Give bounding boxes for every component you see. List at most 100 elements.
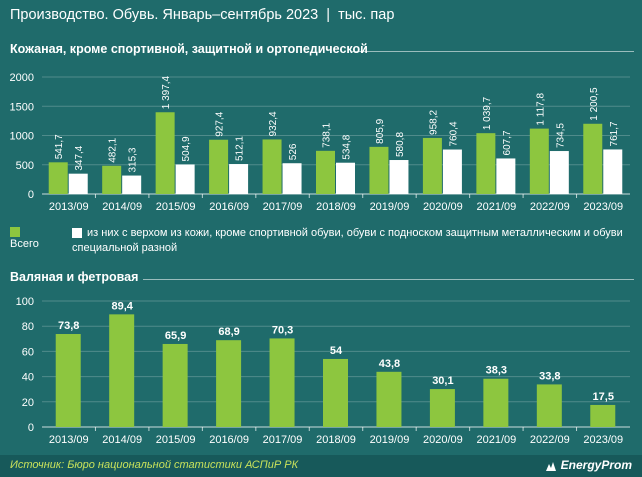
chart1-data-label: 1 200,5 — [589, 87, 600, 121]
chart1-bar — [369, 146, 389, 194]
chart2-title-rule — [143, 279, 634, 280]
legend-label-total: Всего — [10, 238, 39, 250]
chart1-data-label: 580,8 — [395, 132, 406, 157]
chart1-xtick-label: 2022/09 — [530, 201, 570, 213]
legend-item-total: Всего — [10, 226, 50, 250]
chart1-bar — [496, 158, 516, 194]
chart1-data-label: 1 117,8 — [535, 93, 546, 126]
chart2-data-label: 43,8 — [379, 358, 400, 370]
chart2-xtick-label: 2022/09 — [530, 434, 570, 446]
chart1-title: Кожаная, кроме спортивной, защитной и ор… — [10, 42, 368, 56]
chart1-data-label: 761,7 — [609, 121, 620, 146]
chart2-xtick-label: 2017/09 — [263, 434, 303, 446]
chart1-data-label: 958,2 — [428, 109, 439, 134]
chart1-data-label: 347,4 — [74, 145, 85, 170]
chart2-ytick-label: 100 — [16, 296, 34, 308]
chart1-data-label: 738,1 — [322, 122, 333, 147]
chart2-xtick-label: 2021/09 — [476, 434, 516, 446]
chart1-bar — [476, 133, 496, 194]
chart1-data-label: 482,1 — [108, 137, 119, 162]
chart2-xtick-label: 2019/09 — [370, 434, 410, 446]
chart1-data-label: 1 397,4 — [161, 75, 172, 109]
chart2-xtick-label: 2020/09 — [423, 434, 463, 446]
chart2-xtick-label: 2023/09 — [583, 434, 623, 446]
chart2-xtick-label: 2014/09 — [102, 434, 142, 446]
chart1-data-label: 927,4 — [215, 111, 226, 136]
chart1-bar — [282, 163, 302, 194]
page-title: Производство. Обувь. Январь–сентябрь 202… — [10, 7, 394, 29]
chart1-data-label: 526 — [288, 143, 299, 160]
chart2-data-label: 33,8 — [539, 370, 560, 382]
chart2-ytick-label: 40 — [22, 372, 34, 384]
chart2-data-label: 73,8 — [58, 320, 79, 332]
title-unit: тыс. пар — [338, 7, 395, 23]
chart2-bar — [269, 338, 295, 427]
chart2-title: Валяная и фетровая — [10, 270, 139, 284]
chart1-bar — [316, 150, 335, 194]
chart1-bar — [583, 123, 603, 194]
chart1-bar — [442, 149, 462, 194]
chart1-bar — [155, 112, 175, 194]
chart2-data-label: 68,9 — [218, 326, 239, 338]
chart1-ytick-label: 2000 — [10, 72, 34, 84]
energyprom-logo-icon — [545, 461, 556, 471]
chart2-ytick-label: 0 — [28, 422, 34, 434]
chart2-data-label: 38,3 — [486, 365, 507, 377]
chart2-xtick-label: 2013/09 — [49, 434, 89, 446]
chart2-xtick-label: 2018/09 — [316, 434, 356, 446]
chart2-bar — [162, 343, 188, 427]
legend-label-leather: из них с верхом из кожи, кроме спортивно… — [72, 227, 623, 254]
chart2-bar — [590, 404, 616, 427]
chart2-data-label: 89,4 — [111, 300, 133, 312]
logo: EnergyProm — [544, 458, 632, 472]
chart1-data-label: 534,8 — [342, 134, 353, 159]
chart2-data-label: 17,5 — [593, 391, 614, 403]
chart1-xtick-label: 2020/09 — [423, 201, 463, 213]
chart1-xtick-label: 2014/09 — [102, 201, 142, 213]
title-text: Производство. Обувь. Январь–сентябрь 202… — [10, 7, 319, 23]
chart2-data-label: 54 — [330, 345, 343, 357]
chart1-ytick-label: 1500 — [10, 101, 34, 113]
legend-swatch-total — [10, 227, 20, 238]
chart1-data-label: 734,5 — [555, 123, 566, 148]
chart2-bar — [429, 389, 455, 427]
chart1-xtick-label: 2015/09 — [156, 201, 196, 213]
chart1-data-label: 541,7 — [54, 134, 65, 159]
chart1-bar — [603, 149, 623, 194]
chart1-bar — [422, 137, 442, 194]
chart1-xtick-label: 2013/09 — [49, 201, 89, 213]
chart1-xtick-label: 2019/09 — [370, 201, 410, 213]
source-note: Источник: Бюро национальной статистики А… — [10, 459, 299, 471]
chart1-xtick-label: 2018/09 — [316, 201, 356, 213]
chart1-ytick-label: 0 — [28, 189, 34, 201]
chart1-data-label: 504,9 — [181, 136, 192, 161]
chart1-title-rule — [352, 51, 634, 52]
chart1-data-label: 760,4 — [448, 121, 459, 146]
chart1-bar — [68, 173, 88, 194]
chart1-data-label: 1 039,7 — [482, 96, 493, 130]
chart1-xtick-label: 2017/09 — [263, 201, 303, 213]
chart1-data-label: 805,9 — [375, 118, 386, 143]
chart1-data-label: 512,1 — [235, 136, 246, 161]
chart2-bar — [483, 378, 509, 427]
chart2-xtick-label: 2016/09 — [209, 434, 249, 446]
chart1-data-label: 315,3 — [128, 147, 139, 172]
logo-text: EnergyProm — [560, 458, 632, 472]
chart2-ytick-label: 60 — [22, 346, 34, 358]
title-separator: | — [326, 7, 331, 23]
chart1-xtick-label: 2021/09 — [476, 201, 516, 213]
chart1-bar — [336, 162, 355, 194]
chart1-xtick-label: 2023/09 — [583, 201, 623, 213]
chart1-bar — [529, 128, 549, 194]
chart2-bar — [109, 314, 135, 427]
chart1-ytick-label: 1000 — [10, 131, 34, 143]
chart1-bar — [262, 139, 282, 194]
chart1-bar — [122, 175, 142, 194]
chart2-bar — [216, 340, 242, 427]
chart1-xtick-label: 2016/09 — [209, 201, 249, 213]
legend-item-leather: из них с верхом из кожи, кроме спортивно… — [72, 226, 632, 256]
chart2-ytick-label: 80 — [22, 321, 34, 333]
chart2-data-label: 70,3 — [272, 324, 293, 336]
